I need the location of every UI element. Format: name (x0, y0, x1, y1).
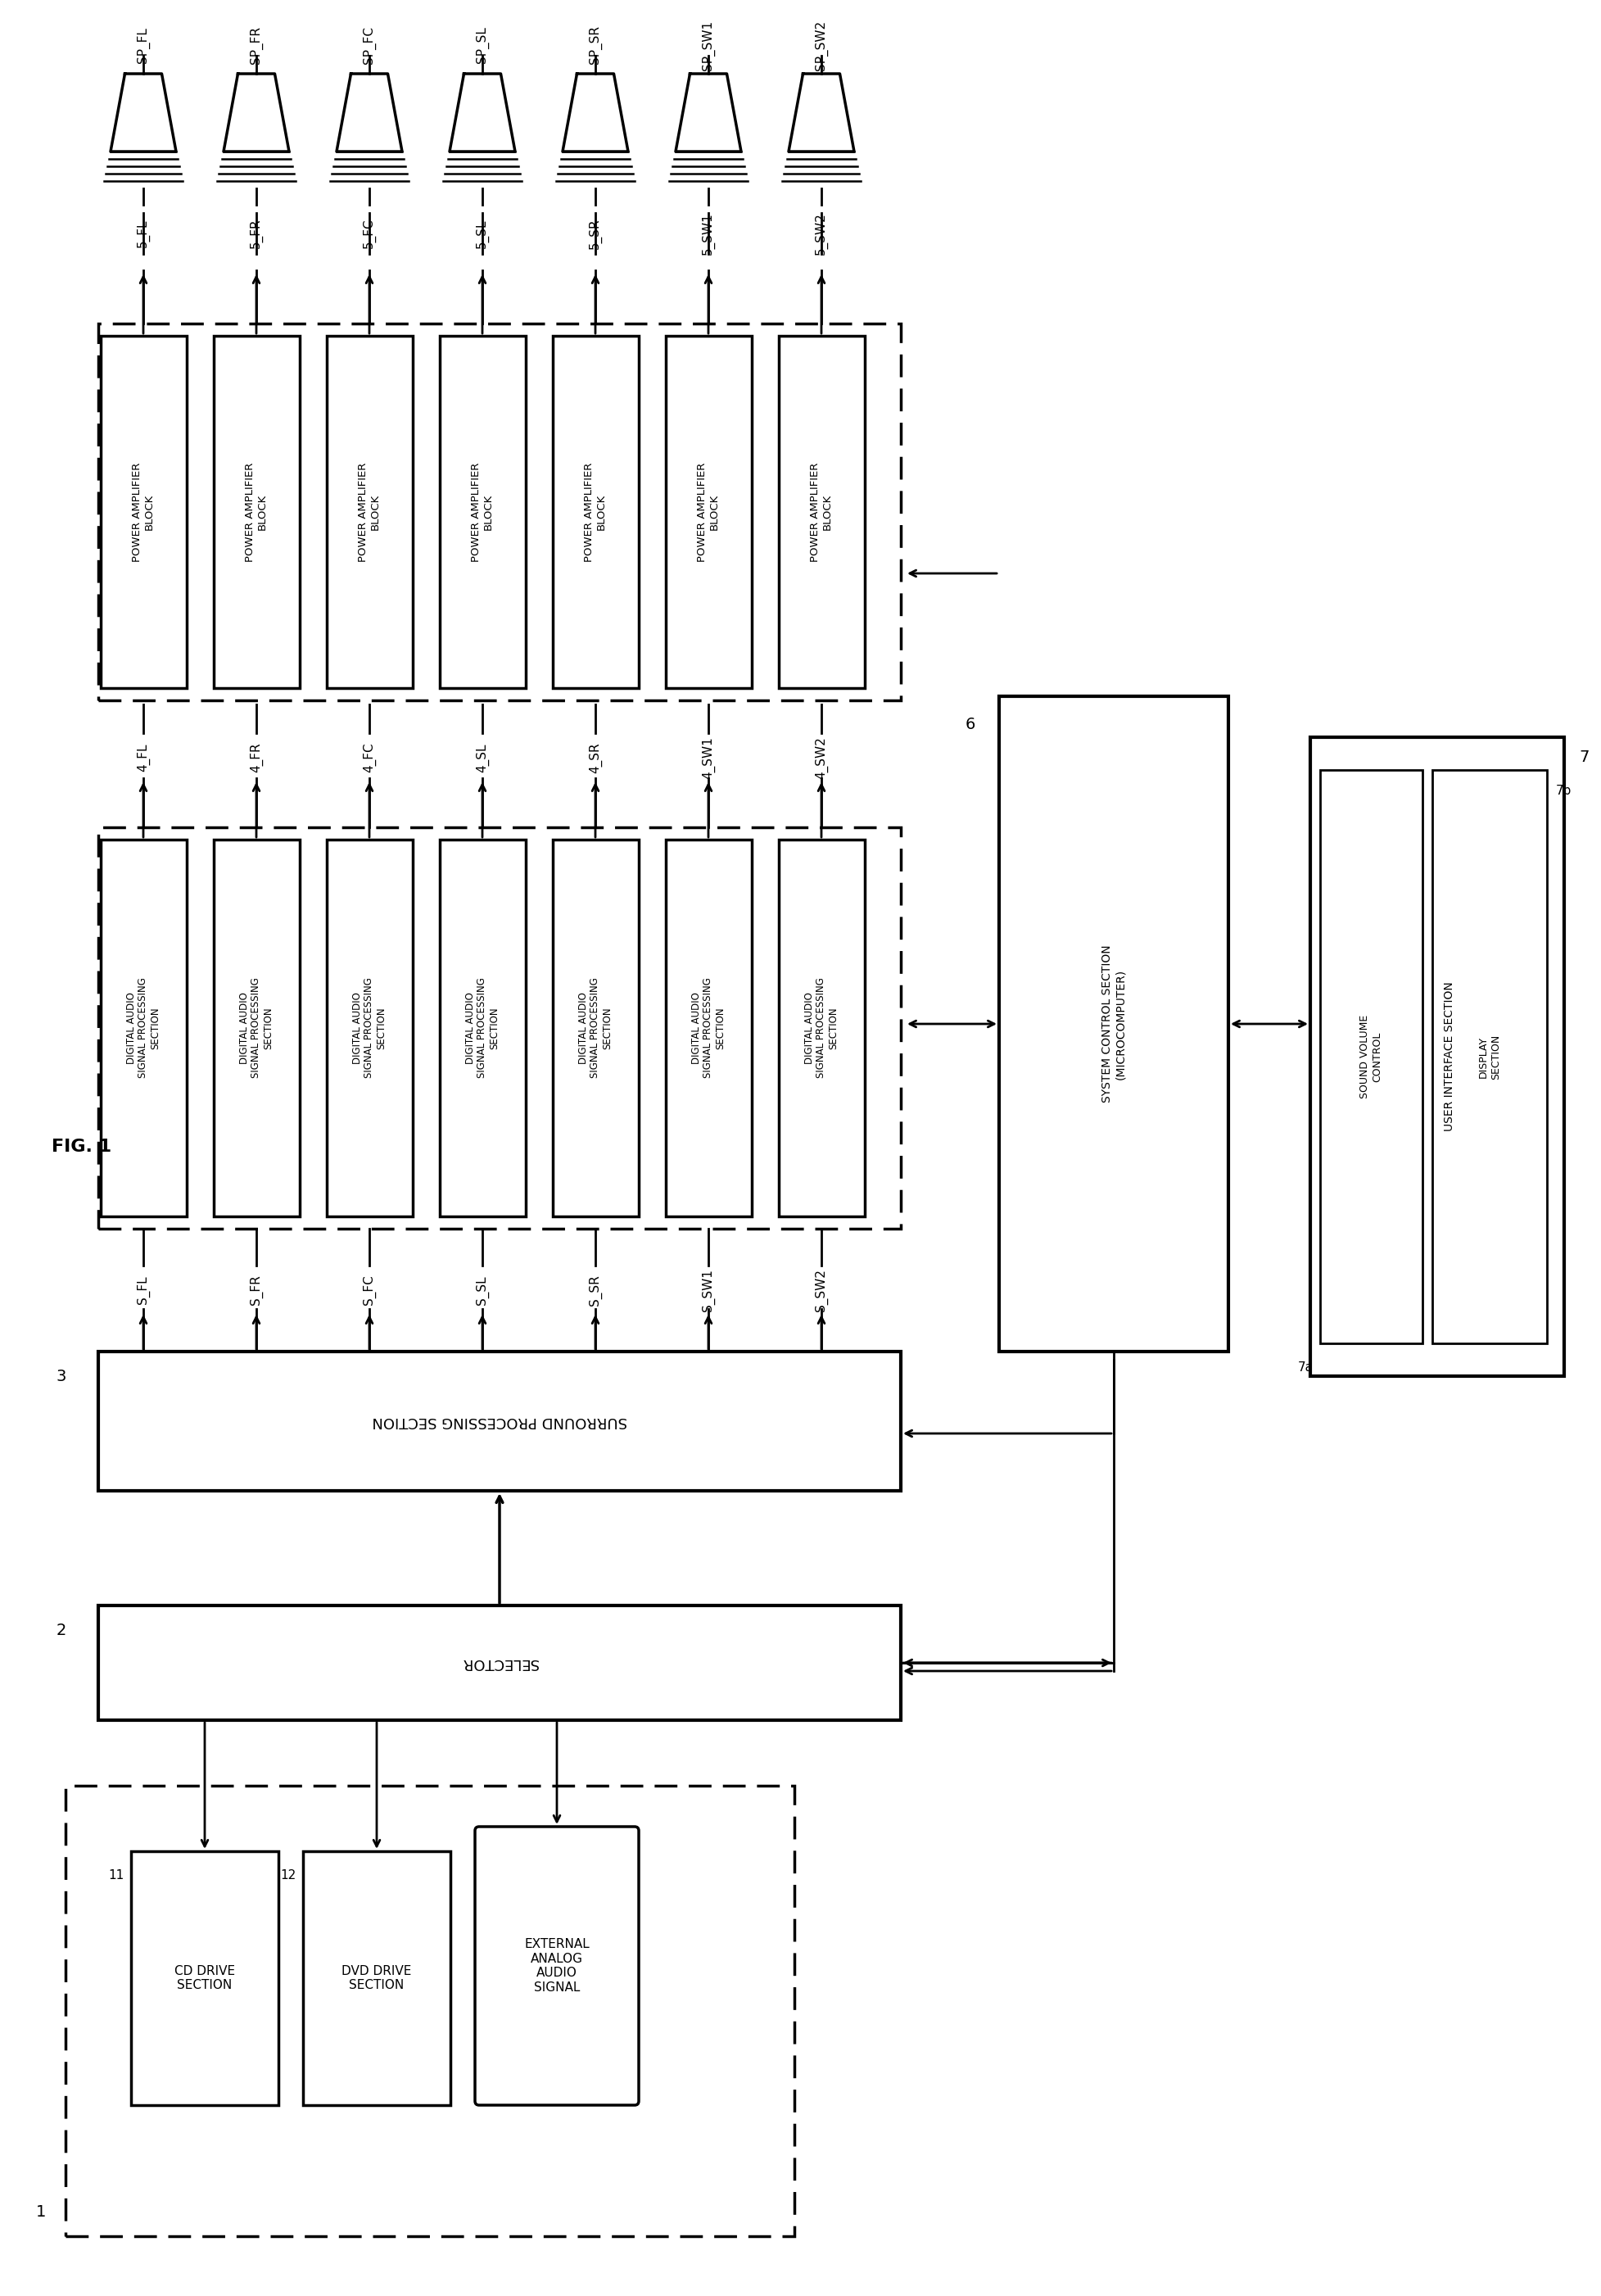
Bar (664, 335, 751, 689)
Text: DIGITAL AUDIO
SIGNAL PROCESSING
SECTION: DIGITAL AUDIO SIGNAL PROCESSING SECTION (352, 978, 387, 1079)
Text: 5_FL: 5_FL (136, 220, 150, 248)
Text: 4_FR: 4_FR (250, 742, 263, 774)
Text: 5_SL: 5_SL (475, 218, 488, 248)
Text: SP_SW1: SP_SW1 (701, 21, 714, 71)
Bar (1431, 769, 1547, 1343)
Text: SP_FR: SP_FR (250, 25, 263, 64)
Bar (98, 827, 900, 1228)
Bar (213, 335, 299, 689)
Text: POWER AMPLIFIER
BLOCK: POWER AMPLIFIER BLOCK (584, 461, 607, 563)
Text: SYSTEM CONTROL SECTION
(MICROCOMPUTER): SYSTEM CONTROL SECTION (MICROCOMPUTER) (1101, 946, 1126, 1102)
Text: POWER AMPLIFIER
BLOCK: POWER AMPLIFIER BLOCK (696, 461, 719, 563)
Text: S_FR: S_FR (250, 1274, 263, 1304)
Text: SP_SR: SP_SR (589, 25, 602, 64)
Text: SP_SL: SP_SL (475, 28, 488, 64)
Text: 3: 3 (56, 1368, 67, 1384)
Text: 5_SW2: 5_SW2 (815, 211, 828, 255)
Text: DIGITAL AUDIO
SIGNAL PROCESSING
SECTION: DIGITAL AUDIO SIGNAL PROCESSING SECTION (464, 978, 500, 1079)
Text: 4_SW2: 4_SW2 (815, 737, 828, 778)
Text: 4_FL: 4_FL (136, 744, 150, 771)
Text: DIGITAL AUDIO
SIGNAL PROCESSING
SECTION: DIGITAL AUDIO SIGNAL PROCESSING SECTION (804, 978, 839, 1079)
Text: 4_SW1: 4_SW1 (701, 737, 714, 778)
Bar (1310, 737, 1563, 1375)
Bar (213, 840, 299, 1217)
Text: 4_SR: 4_SR (589, 742, 602, 774)
Bar (101, 840, 186, 1217)
Bar (664, 840, 751, 1217)
Bar (303, 1851, 450, 2105)
Bar (778, 840, 865, 1217)
Text: POWER AMPLIFIER
BLOCK: POWER AMPLIFIER BLOCK (245, 461, 267, 563)
Text: SOUND VOLUME
CONTROL: SOUND VOLUME CONTROL (1359, 1015, 1382, 1097)
Text: POWER AMPLIFIER
BLOCK: POWER AMPLIFIER BLOCK (131, 461, 155, 563)
Bar (327, 335, 411, 689)
Text: DIGITAL AUDIO
SIGNAL PROCESSING
SECTION: DIGITAL AUDIO SIGNAL PROCESSING SECTION (125, 978, 160, 1079)
Text: SP_FC: SP_FC (362, 25, 376, 64)
Text: DIGITAL AUDIO
SIGNAL PROCESSING
SECTION: DIGITAL AUDIO SIGNAL PROCESSING SECTION (578, 978, 613, 1079)
Text: DISPLAY
SECTION: DISPLAY SECTION (1478, 1033, 1500, 1079)
Bar (131, 1851, 279, 2105)
Text: POWER AMPLIFIER
BLOCK: POWER AMPLIFIER BLOCK (810, 461, 833, 563)
Text: 5_FR: 5_FR (250, 218, 263, 248)
Text: DVD DRIVE
SECTION: DVD DRIVE SECTION (341, 1965, 411, 1991)
Text: S_SW2: S_SW2 (815, 1270, 828, 1311)
Text: 7a: 7a (1297, 1362, 1313, 1373)
Bar (552, 335, 639, 689)
Bar (439, 335, 525, 689)
Bar (98, 1605, 900, 1720)
Bar (98, 1352, 900, 1490)
Text: 5_SW1: 5_SW1 (701, 211, 714, 255)
Bar (66, 1786, 794, 2236)
Text: S_SR: S_SR (589, 1274, 602, 1306)
Bar (98, 324, 900, 700)
Bar (999, 696, 1228, 1352)
Text: 5_FC: 5_FC (362, 218, 376, 248)
Text: S_SL: S_SL (475, 1277, 488, 1304)
Text: S_FL: S_FL (136, 1277, 150, 1304)
Text: DIGITAL AUDIO
SIGNAL PROCESSING
SECTION: DIGITAL AUDIO SIGNAL PROCESSING SECTION (239, 978, 274, 1079)
Text: SELECTOR: SELECTOR (461, 1655, 538, 1669)
Text: 7b: 7b (1555, 785, 1571, 797)
Text: 1: 1 (35, 2204, 46, 2220)
Bar (101, 335, 186, 689)
Text: S_SW1: S_SW1 (701, 1270, 714, 1311)
Text: SURROUND PROCESSING SECTION: SURROUND PROCESSING SECTION (371, 1414, 628, 1428)
Text: FIG. 1: FIG. 1 (51, 1139, 112, 1155)
Text: 4_SL: 4_SL (475, 744, 488, 771)
Text: POWER AMPLIFIER
BLOCK: POWER AMPLIFIER BLOCK (471, 461, 493, 563)
Text: 2: 2 (56, 1623, 67, 1637)
Bar (439, 840, 525, 1217)
Bar (552, 840, 639, 1217)
Text: 7: 7 (1579, 751, 1588, 765)
Text: USER INTERFACE SECTION: USER INTERFACE SECTION (1443, 983, 1454, 1132)
Text: DIGITAL AUDIO
SIGNAL PROCESSING
SECTION: DIGITAL AUDIO SIGNAL PROCESSING SECTION (690, 978, 725, 1079)
Text: CD DRIVE
SECTION: CD DRIVE SECTION (175, 1965, 235, 1991)
Bar (778, 335, 865, 689)
Bar (1319, 769, 1422, 1343)
Text: 4_FC: 4_FC (362, 742, 376, 774)
Text: 5_SR: 5_SR (589, 218, 602, 248)
Text: EXTERNAL
ANALOG
AUDIO
SIGNAL: EXTERNAL ANALOG AUDIO SIGNAL (524, 1938, 589, 1993)
Text: POWER AMPLIFIER
BLOCK: POWER AMPLIFIER BLOCK (357, 461, 381, 563)
Bar (327, 840, 411, 1217)
Text: 6: 6 (965, 716, 975, 732)
Text: SP_SW2: SP_SW2 (815, 21, 828, 71)
Text: S_FC: S_FC (362, 1274, 376, 1304)
Text: SP_FL: SP_FL (136, 28, 150, 62)
Text: 12: 12 (280, 1869, 296, 1883)
Text: 11: 11 (109, 1869, 125, 1883)
FancyBboxPatch shape (475, 1828, 639, 2105)
